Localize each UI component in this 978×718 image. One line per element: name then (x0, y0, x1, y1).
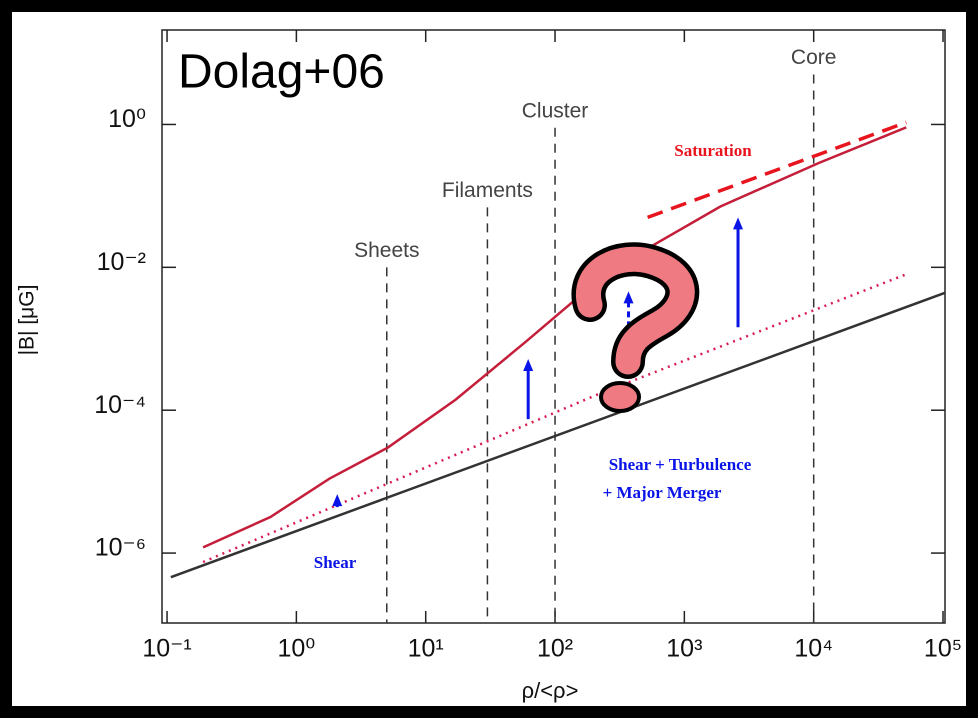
panel (12, 12, 966, 706)
region-label: Sheets (354, 239, 419, 262)
y-tick-label: 10⁻⁴ (94, 391, 146, 419)
x-axis-label: ρ/<ρ> (522, 678, 579, 703)
region-label: Cluster (522, 99, 589, 122)
series-line (647, 120, 907, 220)
annotation: Saturation (674, 141, 752, 160)
y-tick-label: 10⁻⁶ (95, 534, 146, 562)
x-tick-label: 10² (537, 635, 573, 663)
x-tick-label: 10⁵ (924, 635, 962, 663)
annotation: Shear + Turbulence (609, 455, 752, 474)
x-tick-label: 10¹ (408, 635, 444, 663)
x-tick-label: 10⁴ (794, 635, 833, 663)
arrow-head (733, 217, 744, 230)
question-mark-icon (571, 242, 700, 413)
plot-frame (161, 29, 946, 624)
y-tick-label: 10⁻² (97, 248, 146, 276)
arrow-head (332, 494, 343, 507)
series-line (202, 126, 907, 549)
series-line (170, 291, 946, 579)
x-tick-label: 10⁻¹ (142, 635, 191, 663)
annotation: Shear (314, 553, 357, 572)
marks: 10⁻¹ 10⁰ 10¹ 10² 10³ 10⁴ 10⁵ 10⁻⁶ 10⁻⁴ 10⁻² 10⁰ She… (94, 30, 962, 663)
annotation: + Major Merger (603, 483, 722, 502)
region-label: Filaments (442, 179, 533, 202)
x-tick-label: 10³ (666, 635, 702, 663)
arrow-head (623, 291, 634, 304)
annotation: Dolag+06 (178, 46, 385, 99)
y-tick-label: 10⁰ (108, 105, 146, 133)
x-tick-label: 10⁰ (277, 635, 315, 663)
region-label: Core (791, 46, 837, 69)
y-axis-label: |B| [μG] (16, 285, 39, 356)
arrow-head (523, 359, 534, 372)
